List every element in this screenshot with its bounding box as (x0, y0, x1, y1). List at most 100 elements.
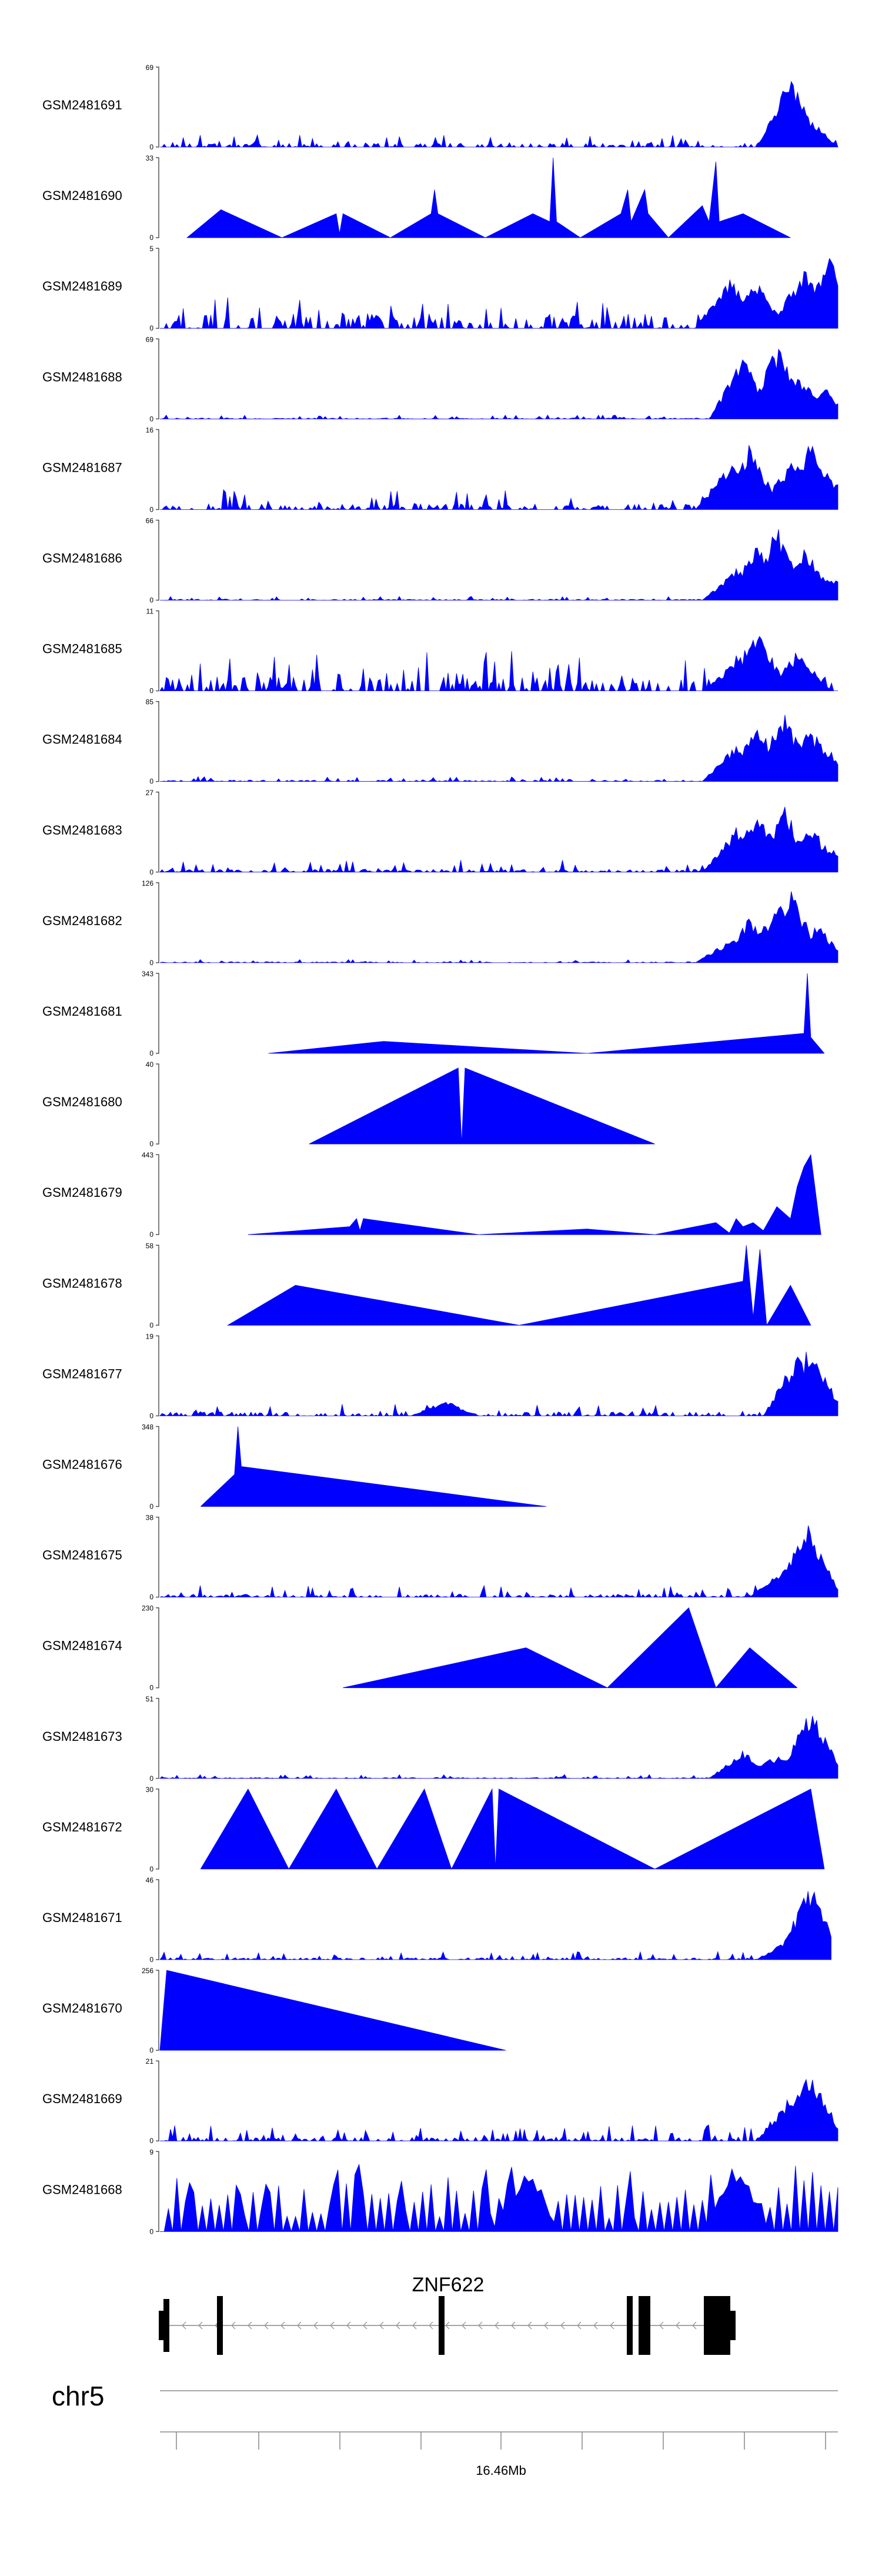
track-ymin-label: 0 (149, 1412, 153, 1420)
track-ymin-label: 0 (149, 1140, 153, 1148)
track-gsm2481678: GSM2481678 58 0 (42, 1242, 811, 1329)
gene-model (159, 2296, 736, 2355)
coverage-area (160, 348, 838, 420)
track-label: GSM2481683 (42, 823, 122, 837)
track-label: GSM2481681 (42, 1004, 122, 1019)
gene-exon (439, 2296, 445, 2355)
track-ymin-label: 0 (149, 778, 153, 786)
track-y-axis (156, 1788, 159, 1870)
coverage-tracks: GSM2481691690GSM2481690330GSM248168950GS… (42, 64, 838, 2235)
track-ymax-label: 69 (146, 335, 154, 343)
track-ymax-label: 230 (142, 1604, 153, 1613)
track-gsm2481669: GSM2481669 21 0 (42, 2057, 838, 2145)
strand-arrow (676, 2321, 680, 2330)
gene-exon (163, 2299, 169, 2352)
track-y-axis (156, 1335, 159, 1417)
strand-arrow (445, 2321, 450, 2330)
strand-arrow (462, 2321, 466, 2330)
track-ymax-label: 256 (142, 1967, 153, 1975)
track-label: GSM2481669 (42, 2091, 122, 2106)
strand-arrow (248, 2321, 252, 2330)
track-label: GSM2481690 (42, 188, 122, 203)
track-gsm2481673: GSM2481673 51 0 (42, 1695, 838, 1783)
coverage-area (248, 1153, 821, 1235)
coverage-area (160, 258, 838, 329)
coverage-area (343, 1607, 798, 1689)
strand-arrow (544, 2321, 549, 2330)
coverage-area (159, 806, 838, 873)
coverage-area (160, 529, 838, 601)
track-y-axis (156, 248, 159, 329)
track-ymax-label: 16 (146, 426, 154, 434)
strand-arrow (495, 2321, 499, 2330)
track-gsm2481688: GSM2481688 69 0 (42, 335, 838, 423)
track-ymax-label: 46 (146, 1876, 154, 1884)
coverage-area (200, 1788, 825, 1870)
track-label: GSM2481673 (42, 1729, 122, 1744)
strand-arrow (330, 2321, 335, 2330)
track-ymin-label: 0 (149, 324, 153, 332)
track-ymax-label: 85 (146, 698, 154, 706)
track-label: GSM2481684 (42, 732, 122, 747)
strand-arrow (280, 2321, 285, 2330)
strand-arrow (412, 2321, 417, 2330)
strand-arrow (363, 2321, 368, 2330)
track-ymax-label: 343 (142, 970, 153, 978)
track-ymax-label: 38 (146, 1514, 154, 1522)
track-ymin-label: 0 (149, 505, 153, 513)
track-y-axis (156, 792, 159, 873)
track-ymin-label: 0 (149, 2137, 153, 2145)
track-ymax-label: 21 (146, 2057, 154, 2066)
track-label: GSM2481679 (42, 1185, 122, 1200)
strand-arrow (527, 2321, 532, 2330)
track-ymin-label: 0 (149, 2046, 153, 2054)
coverage-area (159, 1891, 831, 1961)
track-ymin-label: 0 (149, 596, 153, 605)
track-gsm2481671: GSM2481671 46 0 (42, 1876, 831, 1964)
strand-arrow (182, 2321, 186, 2330)
track-label: GSM2481687 (42, 460, 122, 475)
track-label: GSM2481685 (42, 642, 122, 656)
strand-arrow (560, 2321, 565, 2330)
track-y-axis (156, 700, 159, 782)
track-label: GSM2481676 (42, 1457, 122, 1472)
coverage-area (160, 445, 838, 510)
strand-arrow (610, 2321, 614, 2330)
track-ymax-label: 11 (146, 608, 154, 616)
strand-arrow (692, 2321, 697, 2330)
track-ymax-label: 51 (146, 1695, 154, 1703)
track-y-axis (156, 66, 159, 148)
strand-arrow (313, 2321, 318, 2330)
coverage-area (160, 2078, 838, 2142)
track-label: GSM2481689 (42, 279, 122, 293)
strand-arrow (577, 2321, 582, 2330)
track-ymin-label: 0 (149, 868, 153, 876)
track-ymax-label: 33 (146, 154, 154, 162)
track-ymin-label: 0 (149, 1865, 153, 1873)
track-label: GSM2481688 (42, 369, 122, 384)
track-label: GSM2481682 (42, 913, 122, 928)
strand-arrow (396, 2321, 400, 2330)
track-gsm2481682: GSM2481682 126 0 (42, 879, 838, 967)
track-y-axis (156, 973, 159, 1054)
track-y-axis (156, 338, 159, 420)
track-gsm2481668: GSM2481668 9 0 (42, 2148, 838, 2235)
track-y-axis (156, 519, 159, 601)
track-gsm2481676: GSM2481676 348 0 (42, 1423, 547, 1511)
track-y-axis (156, 1970, 159, 2051)
track-ymin-label: 0 (149, 2227, 153, 2235)
gene-exon (627, 2296, 633, 2355)
track-gsm2481672: GSM2481672 30 0 (42, 1786, 825, 1873)
track-label: GSM2481672 (42, 1820, 122, 1834)
track-label: GSM2481677 (42, 1366, 122, 1381)
strand-arrow (231, 2321, 236, 2330)
gene-track: ZNF622 (159, 2274, 736, 2355)
track-y-axis (156, 1516, 159, 1598)
track-label: GSM2481675 (42, 1548, 122, 1563)
track-ymin-label: 0 (149, 1956, 153, 1964)
strand-arrow (429, 2321, 433, 2330)
track-gsm2481679: GSM2481679 443 0 (42, 1151, 821, 1239)
track-gsm2481675: GSM2481675 38 0 (42, 1514, 838, 1601)
gene-utr-block (730, 2311, 736, 2340)
